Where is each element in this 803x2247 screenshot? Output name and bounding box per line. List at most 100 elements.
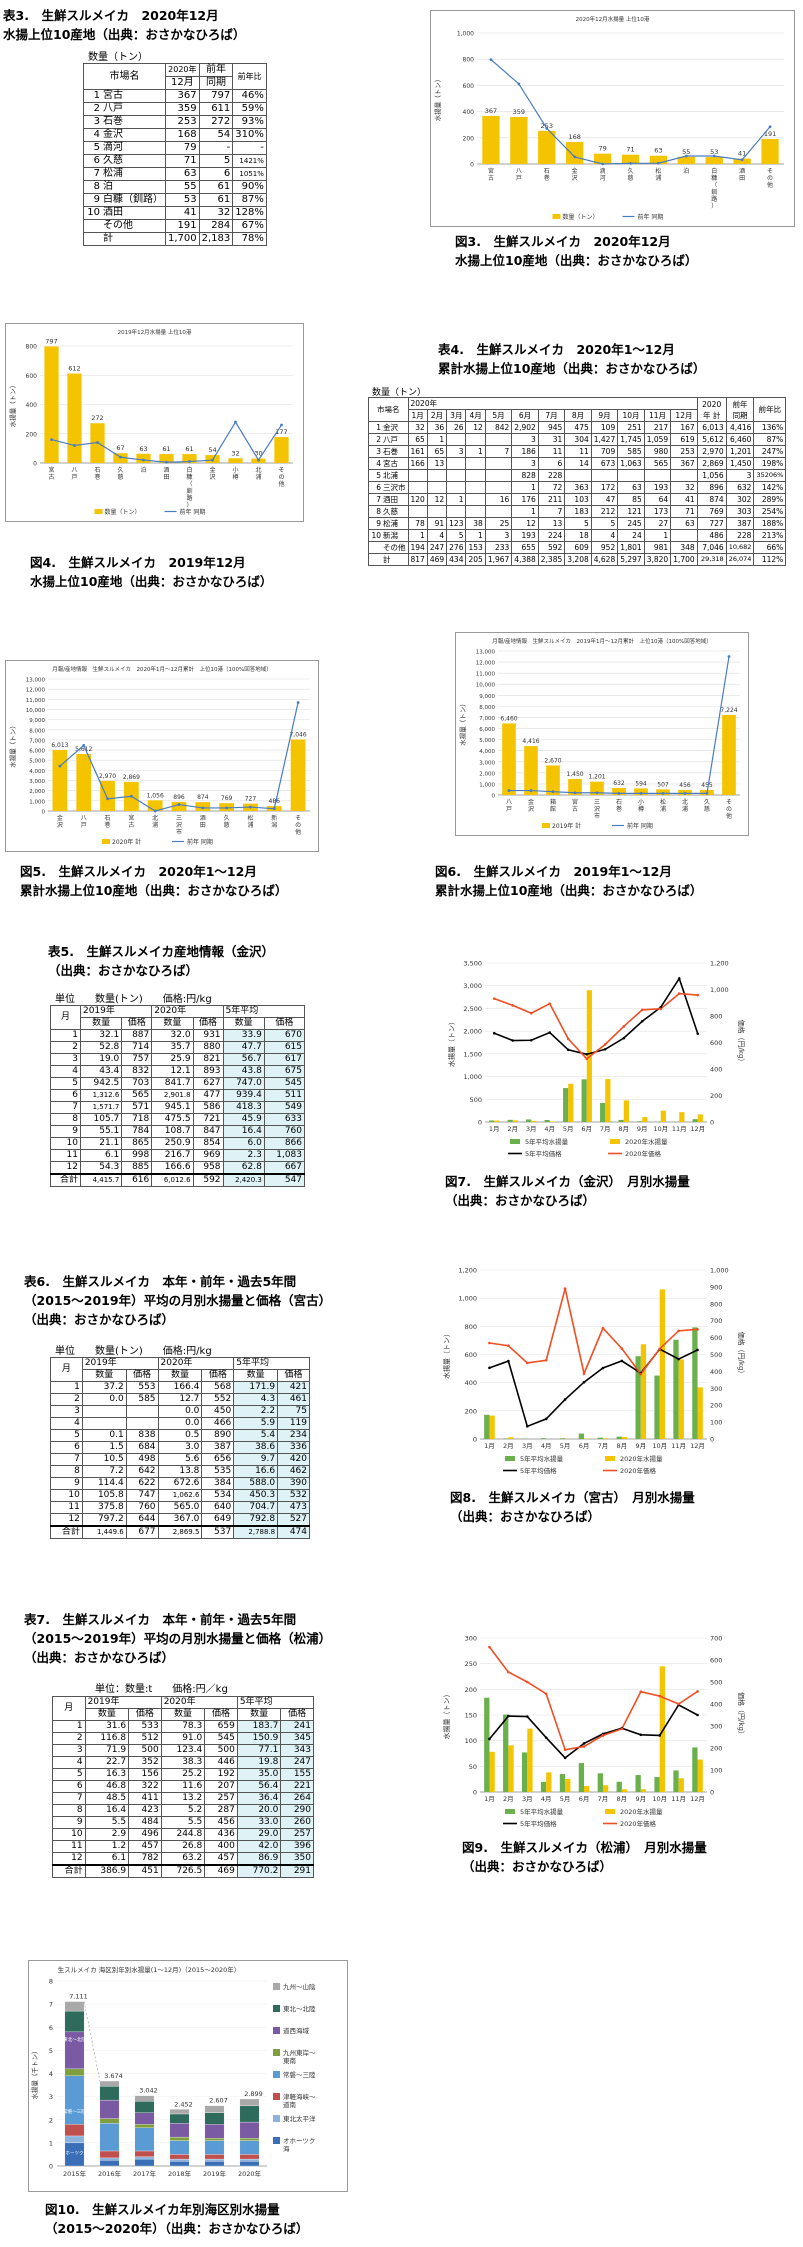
data-label: 2,869: [123, 774, 140, 781]
x-tick-char: 八: [71, 467, 77, 474]
stacked-segment: [64, 2068, 85, 2076]
table-cell: 847: [192, 1125, 224, 1138]
table-row: 2 0.0 585 12.7 552 4.3 461: [50, 1393, 310, 1406]
figure8-caption: 図8. 生鮮スルメイカ（宮古） 月別水揚量: [450, 1490, 695, 1505]
table-cell: 446: [204, 1756, 238, 1769]
y-tick-label: 0: [478, 1119, 482, 1127]
x-tick-char: 北: [152, 814, 158, 822]
table-cell: 8: [52, 1804, 86, 1817]
table6-unit: 単位 数量(トン) 価格:円/kg: [55, 1346, 212, 1357]
data-label: 1,201: [588, 774, 605, 781]
table-cell: 2,902: [511, 421, 539, 434]
rank-number: 4: [93, 129, 100, 140]
month-header: 9月: [590, 409, 619, 422]
data-label: 32: [231, 449, 239, 457]
x-tick-label: 金沢: [528, 798, 534, 813]
header-qty: 数量: [160, 1708, 206, 1721]
y-tick-label: 0: [470, 162, 474, 169]
table-cell: [670, 529, 698, 542]
table-row: 7 48.5 411 13.2 257 36.4 264: [52, 1792, 314, 1805]
table-row: 1 32.1 887 32.0 931 33.9 670: [50, 1029, 306, 1042]
x-tick-char: 浦: [152, 821, 158, 829]
table-cell: 260: [280, 1816, 314, 1829]
x-tick-char: 八: [506, 799, 512, 806]
legend-swatch: [273, 2071, 280, 2078]
bar-5yr-avg: [559, 1774, 566, 1792]
table-cell: 合計: [50, 1173, 81, 1187]
x-tick-char: 久: [117, 466, 123, 474]
table-row: 8 105.7 718 475.5 721 45.9 633: [50, 1113, 306, 1126]
x-tick-char: 戸: [81, 822, 87, 829]
x-tick-char: 小: [232, 466, 238, 474]
table-cell: 352: [128, 1756, 162, 1769]
table-cell: 合計: [50, 1525, 83, 1539]
table-cell: 47.7: [222, 1041, 265, 1054]
table-cell: 632: [725, 481, 755, 494]
table-cell: 71: [670, 505, 698, 518]
table-row: 7 10.5 498 5.6 656 9.7 420: [50, 1453, 310, 1466]
y-tick-label: 2,000: [479, 771, 495, 777]
table-cell: 310%: [232, 128, 267, 142]
table-cell: 33.0: [236, 1816, 282, 1829]
stacked-segment: [169, 2154, 190, 2160]
table-cell: 945.1: [151, 1101, 194, 1114]
bar-5yr-avg: [484, 1697, 490, 1792]
y-tick-label: 200: [26, 431, 38, 438]
line-point: [622, 1025, 626, 1028]
table-cell: 25.2: [160, 1768, 206, 1781]
stacked-segment: [169, 2136, 190, 2141]
data-label: 71: [626, 146, 634, 154]
stacked-segment: [99, 2080, 120, 2087]
line-point: [296, 701, 300, 704]
line-point: [677, 992, 681, 995]
legend-bar-label: 数量（トン）: [563, 213, 599, 221]
figure5-chart: 月報/産地情報 生鮮スルメイカ 2020年1月～12月累計 上位10港（100%…: [5, 660, 319, 852]
table-cell: 87%: [232, 193, 267, 207]
rank-number: 8: [376, 507, 381, 516]
bar-2020: [678, 1359, 684, 1439]
total-label: 2.899: [244, 2090, 263, 2098]
x-tick-char: 浦: [682, 805, 688, 813]
line-point: [165, 460, 168, 464]
table-cell: 43.8: [222, 1065, 265, 1078]
table-cell: 63: [670, 517, 698, 530]
table-cell: 400: [204, 1840, 238, 1853]
stacked-segment: [204, 2158, 225, 2162]
table-cell: 56.7: [222, 1053, 265, 1066]
table-cell: 5.2: [160, 1804, 206, 1817]
table-cell: 3: [52, 1744, 86, 1757]
bar: [677, 156, 695, 164]
table-cell: 3: [50, 1053, 81, 1066]
table-cell: 893: [192, 1065, 224, 1078]
total-label: 3.674: [104, 2072, 123, 2080]
line-2020-price: [489, 1288, 698, 1377]
bar: [274, 437, 289, 463]
x-tick-label: 12月: [690, 1442, 705, 1450]
table-cell: 43.4: [79, 1065, 123, 1078]
table-cell: 5: [50, 1429, 83, 1442]
table-cell: 166.4: [157, 1381, 203, 1394]
table-cell: 47: [590, 493, 619, 506]
table-row: 11 1.2 457 26.8 400 42.0 396: [52, 1840, 314, 1853]
table-cell: 874: [696, 493, 727, 506]
table3-market-cell: 5 滴河: [83, 141, 166, 155]
x-tick-char: 巻: [94, 473, 100, 481]
legend-swatch: [505, 1456, 515, 1461]
header-year2: 2020年: [160, 1696, 238, 1709]
table-cell: 5,612: [696, 433, 727, 446]
table6-caption-period: （2015～2019年）平均の月別水揚量と価格（宮古）: [24, 1293, 332, 1308]
rank-number: 1: [93, 90, 100, 101]
table-row: 4 宮古 166 13 3 6 14 673 1,063 565 367 2,869 1,450 198%: [368, 457, 787, 470]
table-cell: 26.8: [160, 1840, 206, 1853]
bar: [568, 778, 582, 795]
market-name: 酒田: [103, 207, 123, 218]
table-cell: 46%: [232, 89, 267, 103]
stacked-segment: [134, 2127, 155, 2152]
data-label: 632: [613, 780, 625, 787]
line-point: [551, 790, 555, 794]
table-cell: 498: [125, 1453, 159, 1466]
table-cell: 16.4: [222, 1125, 265, 1138]
bar-2020: [679, 1112, 685, 1122]
table-cell: 885: [121, 1161, 153, 1175]
x-tick-char: 沢: [176, 821, 182, 829]
